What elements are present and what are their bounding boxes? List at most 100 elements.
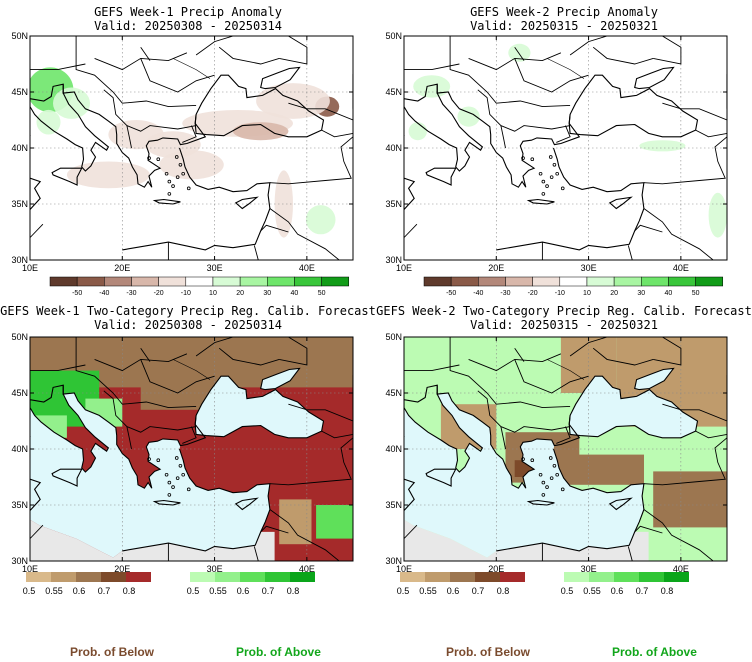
p1-border xyxy=(260,224,289,233)
p1-border xyxy=(103,89,197,132)
p2-island xyxy=(521,156,525,160)
p4-ytick-label: 35N xyxy=(385,500,402,510)
p4-above-colorbar-tick: 0.5 xyxy=(561,586,574,596)
p3-border xyxy=(288,403,353,422)
p1-island xyxy=(171,184,175,188)
p4-ytick-label: 50N xyxy=(385,332,402,342)
p2-xtick-label: 10E xyxy=(396,263,412,273)
p2-coastline xyxy=(634,66,675,90)
p3-island xyxy=(167,493,172,497)
p4-above-colorbar-tick: 0.6 xyxy=(611,586,624,596)
p1-ytick-label: 30N xyxy=(11,255,28,265)
p4-border xyxy=(653,337,682,366)
p4-above-colorbar-tick: 0.8 xyxy=(661,586,674,596)
p4-below-label: Prob. of Below xyxy=(446,645,530,659)
p3-sea-fill xyxy=(52,469,82,486)
p2-ytick-label: 35N xyxy=(385,199,402,209)
p3-island xyxy=(164,472,169,477)
p2-border xyxy=(514,58,589,93)
p3-border xyxy=(195,337,234,357)
p1-border xyxy=(94,52,188,71)
p3-title: GEFS Week-1 Two-Category Precip Reg. Cal… xyxy=(0,304,376,318)
p4-coastline xyxy=(568,375,699,439)
p1-colorbar-tick: -40 xyxy=(99,290,109,297)
p1-colorbar-tick: 50 xyxy=(318,290,326,297)
p1-island xyxy=(156,157,161,162)
p2-colorbar-tick: -10 xyxy=(555,290,565,297)
p4-island xyxy=(538,472,543,477)
p3-below-colorbar-tick: 0.6 xyxy=(73,586,86,596)
p2-anomaly-blob xyxy=(413,75,451,98)
p3-colorbar: 0.5 0.55 0.6 0.7 0.8 0.5 0.55 0.6 0.7 0.8 xyxy=(23,572,315,596)
p4-border xyxy=(404,524,418,539)
p4-above-colorbar-cell xyxy=(589,572,614,582)
p2-colorbar: -50 -40 -30 -20 -10 10 20 30 40 50 xyxy=(423,276,724,297)
p4-sea-fill xyxy=(569,376,698,438)
p2-anomaly-blob xyxy=(708,192,727,238)
p3-no-forecast-area xyxy=(30,519,275,561)
p1-colorbar-cell xyxy=(294,276,322,287)
p4-island xyxy=(521,457,525,461)
p3-sea-fill xyxy=(30,393,270,558)
p2-colorbar-cell xyxy=(532,276,561,287)
p2-coastline xyxy=(526,198,555,205)
p4-ytick-label: 45N xyxy=(385,388,402,398)
p4-border xyxy=(643,437,727,486)
p3-above-colorbar-tick: 0.7 xyxy=(262,586,275,596)
p3-border xyxy=(126,426,132,450)
p4-sea-fill xyxy=(404,393,644,558)
p1-ytick-label: 50N xyxy=(11,31,28,41)
p4-above-colorbar-cell xyxy=(614,572,639,582)
p4-title: GEFS Week-2 Two-Category Precip Reg. Cal… xyxy=(376,304,752,318)
p4-border xyxy=(634,525,663,534)
p2-border xyxy=(449,36,571,108)
p1-coastline xyxy=(234,196,259,210)
p4-border xyxy=(514,359,589,394)
p3-coastline xyxy=(62,385,207,489)
p1-coastline xyxy=(152,198,181,205)
p1-colorbar-tick: -50 xyxy=(72,290,82,297)
p4-above-colorbar-tick: 0.55 xyxy=(583,586,601,596)
p3-coastline xyxy=(260,367,301,391)
p1-colorbar-cell xyxy=(267,276,295,287)
p3-prob-region-below xyxy=(140,337,215,410)
p2-colorbar-tick: 40 xyxy=(665,290,673,297)
p1-xtick-label: 40E xyxy=(299,263,315,273)
p1-border xyxy=(182,125,197,143)
p2-colorbar-cell xyxy=(641,276,669,287)
p1-colorbar-cell xyxy=(239,276,268,287)
p1-anomaly-blob xyxy=(53,87,90,119)
p3-below-colorbar-cell xyxy=(26,572,51,582)
p1-colorbar-cell xyxy=(185,276,214,287)
p4-river xyxy=(546,359,585,380)
p1-colorbar-cell xyxy=(76,276,105,287)
p4-island xyxy=(545,485,549,489)
p4-above-colorbar-cell xyxy=(564,572,589,582)
p2-colorbar-tick: -30 xyxy=(500,290,510,297)
p2-border xyxy=(477,89,571,132)
p2-border xyxy=(643,208,714,260)
p4-below-colorbar-cell xyxy=(475,572,500,582)
p4-border xyxy=(643,509,714,561)
p3-below-colorbar-cell xyxy=(76,572,101,582)
p4-above-colorbar-cell xyxy=(664,572,689,582)
p3-border xyxy=(30,524,44,539)
p1-island xyxy=(178,163,183,167)
p3-below-colorbar-cell xyxy=(126,572,151,582)
p1-border xyxy=(279,36,308,65)
p3-ytick-label: 40N xyxy=(11,444,28,454)
p1-border xyxy=(195,36,234,56)
p4-no-forecast-area xyxy=(404,519,649,561)
p2-coastline xyxy=(726,74,727,109)
p2-island xyxy=(549,175,554,179)
p1-border xyxy=(75,36,197,108)
p3-border xyxy=(140,359,215,394)
p2-border xyxy=(514,46,525,61)
p1-border xyxy=(321,129,353,138)
p3-border xyxy=(140,347,151,362)
p1-anomaly-blob xyxy=(305,205,336,235)
p2-border xyxy=(695,129,727,138)
p4-coastline xyxy=(608,497,633,511)
p1-colorbar-cell xyxy=(49,276,78,287)
p3-border xyxy=(218,347,280,366)
